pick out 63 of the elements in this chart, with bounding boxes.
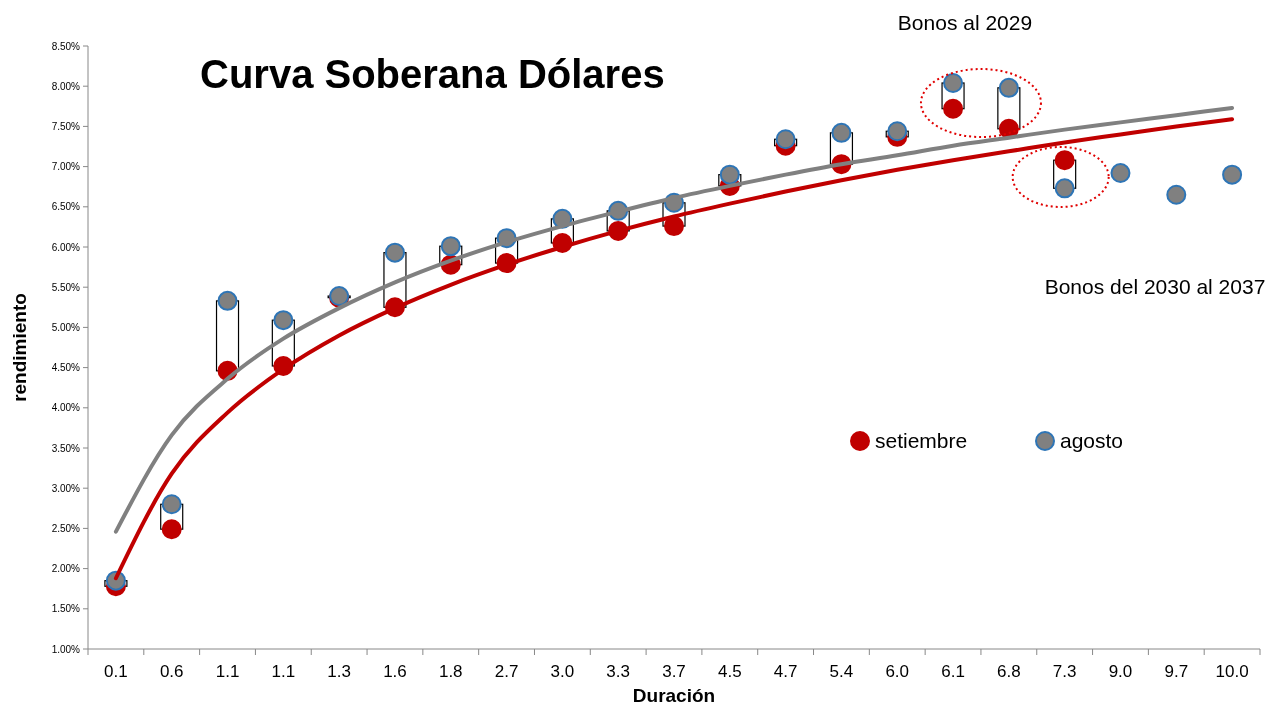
- x-tick-label: 1.8: [438, 662, 463, 681]
- y-tick-label: 7.50%: [51, 120, 81, 132]
- point: [719, 164, 740, 185]
- annotation: Bonos del 2030 al 2037: [1044, 275, 1266, 298]
- x-tick-label: 6.8: [997, 662, 1021, 681]
- y-tick-label: 4.00%: [51, 402, 81, 414]
- x-tick-label: 3.0: [550, 662, 575, 681]
- point: [273, 310, 294, 331]
- x-tick-label: 10.0: [1215, 662, 1249, 681]
- point: [384, 242, 405, 263]
- y-tick-label: 2.00%: [51, 563, 81, 575]
- point: [161, 519, 182, 540]
- x-axis-title: Duración: [632, 685, 716, 704]
- point: [217, 290, 238, 311]
- chart-title: Curva Soberana Dólares: [200, 52, 665, 96]
- x-tick-label: 1.6: [383, 662, 407, 681]
- x-tick-label: 3.7: [662, 662, 686, 681]
- y-tick-label: 3.00%: [51, 482, 81, 494]
- y-tick-label: 5.00%: [51, 321, 81, 333]
- y-tick-label: 1.50%: [51, 603, 81, 615]
- x-tick-label: 6.0: [885, 662, 910, 681]
- x-tick-label: 2.7: [494, 662, 519, 681]
- point: [161, 494, 182, 515]
- y-tick-label: 6.00%: [51, 241, 81, 253]
- point: [998, 77, 1019, 98]
- x-tick-label: 9.0: [1108, 662, 1133, 681]
- x-tick-label: 1.1: [215, 662, 240, 681]
- text: Bonos al 2029: [897, 11, 1033, 34]
- x-tick-label: 0.6: [159, 662, 184, 681]
- x-tick-label: 3.3: [606, 662, 631, 681]
- x-tick-label: 4.5: [717, 662, 742, 681]
- x-tick-label: 7.3: [1052, 662, 1077, 681]
- x-tick-label: 9.7: [1164, 662, 1189, 681]
- point: [1110, 163, 1131, 184]
- y-tick-label: 4.50%: [51, 362, 81, 374]
- point: [943, 98, 964, 119]
- point: [943, 72, 964, 93]
- point: [887, 121, 908, 142]
- point: [775, 129, 796, 150]
- x-tick-label: 5.4: [829, 662, 854, 681]
- legend-label: setiembre: [875, 429, 968, 453]
- point: [1054, 150, 1075, 171]
- y-tick-label: 5.50%: [51, 281, 81, 293]
- x-tick-label: 6.1: [941, 662, 965, 681]
- y-tick-label: 8.50%: [51, 40, 81, 52]
- point: [440, 236, 461, 257]
- x-tick-label: 0.1: [104, 662, 128, 681]
- y-tick-label: 1.00%: [51, 643, 81, 655]
- point: [664, 216, 684, 237]
- y-tick-label: 2.50%: [51, 522, 81, 534]
- point: [831, 122, 852, 143]
- y-tick-label: 7.00%: [51, 161, 81, 173]
- x-tick-label: 1.3: [327, 662, 351, 681]
- y-tick-label: 3.50%: [51, 442, 81, 454]
- point: [1222, 164, 1243, 185]
- legend-label: agosto: [1060, 429, 1124, 453]
- y-tick-label: 8.00%: [51, 80, 81, 92]
- point: [1166, 184, 1187, 205]
- y-tick-label: 6.50%: [51, 201, 81, 213]
- x-tick-label: 4.7: [773, 662, 798, 681]
- y-axis-title: rendimiento: [9, 293, 30, 402]
- x-tick-label: 1.1: [271, 662, 296, 681]
- point: [1054, 178, 1075, 199]
